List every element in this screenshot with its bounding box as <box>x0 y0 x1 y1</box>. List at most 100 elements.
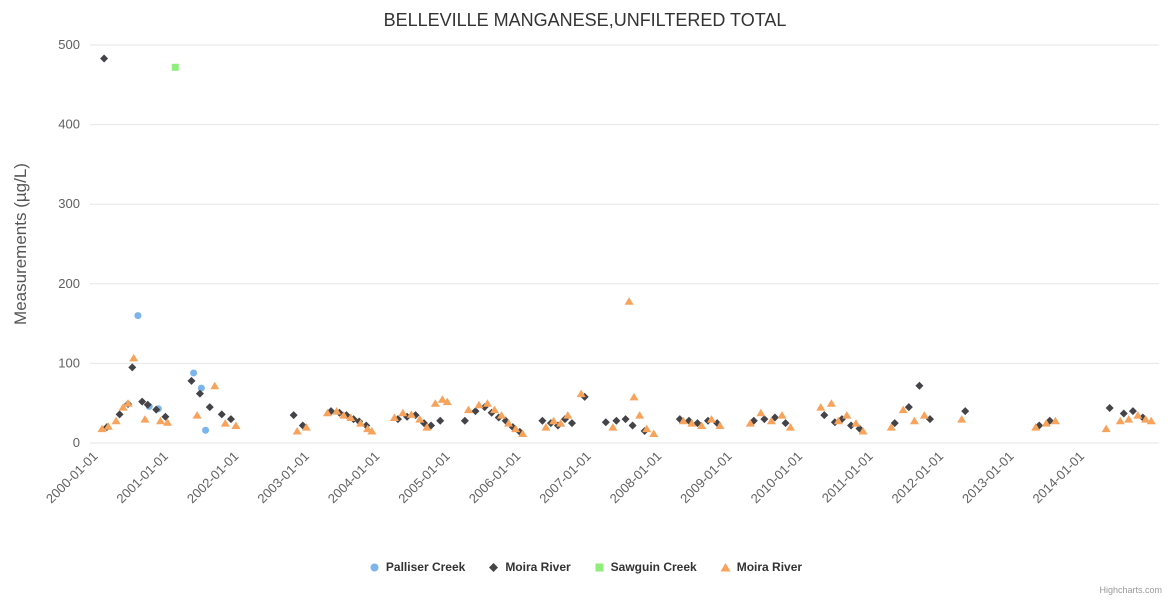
data-point[interactable] <box>785 423 795 431</box>
data-point[interactable] <box>766 416 776 425</box>
data-point[interactable] <box>1105 403 1114 412</box>
data-point[interactable] <box>430 399 440 407</box>
data-point[interactable] <box>129 353 139 362</box>
data-point[interactable] <box>890 419 899 428</box>
data-point[interactable] <box>851 419 861 427</box>
data-point[interactable] <box>687 419 697 427</box>
data-point[interactable] <box>556 419 566 427</box>
data-point[interactable] <box>118 403 128 411</box>
data-point[interactable] <box>406 410 416 418</box>
data-point[interactable] <box>171 63 179 71</box>
data-point[interactable] <box>1128 407 1137 416</box>
data-point[interactable] <box>563 411 573 419</box>
data-point[interactable] <box>152 405 161 414</box>
data-point[interactable] <box>442 397 452 406</box>
data-point[interactable] <box>301 423 311 431</box>
data-point[interactable] <box>781 419 790 428</box>
data-point[interactable] <box>898 405 908 414</box>
data-point[interactable] <box>205 403 214 412</box>
data-point[interactable] <box>635 411 645 419</box>
data-point[interactable] <box>909 416 919 425</box>
data-point[interactable] <box>422 423 432 431</box>
data-point[interactable] <box>1119 409 1128 418</box>
data-point[interactable] <box>538 416 547 425</box>
legend-item-palliser-creek-0[interactable]: Palliser Creek <box>368 560 465 574</box>
data-point[interactable] <box>123 399 133 407</box>
data-point[interactable] <box>356 419 366 427</box>
data-point[interactable] <box>463 405 473 414</box>
data-point[interactable] <box>1031 423 1041 431</box>
data-point[interactable] <box>217 410 226 419</box>
data-point[interactable] <box>437 395 447 403</box>
data-point[interactable] <box>756 408 766 417</box>
data-point[interactable] <box>138 397 147 406</box>
data-point[interactable] <box>511 424 521 433</box>
data-point[interactable] <box>541 423 551 431</box>
data-point[interactable] <box>497 411 507 419</box>
data-point[interactable] <box>195 389 204 398</box>
data-point[interactable] <box>697 421 707 429</box>
data-point[interactable] <box>624 297 634 305</box>
data-point[interactable] <box>1141 415 1151 423</box>
data-point[interactable] <box>436 416 445 425</box>
data-point[interactable] <box>847 421 856 430</box>
legend-item-moira-river-1[interactable]: Moira River <box>487 560 571 574</box>
data-point[interactable] <box>1133 411 1143 419</box>
data-point[interactable] <box>1115 416 1125 425</box>
data-point[interactable] <box>1146 416 1156 425</box>
data-point[interactable] <box>715 421 725 429</box>
data-point[interactable] <box>163 418 173 426</box>
data-point[interactable] <box>187 376 196 385</box>
data-point[interactable] <box>460 416 469 425</box>
data-point[interactable] <box>621 415 630 424</box>
data-point[interactable] <box>886 423 896 431</box>
data-point[interactable] <box>707 415 717 423</box>
data-point[interactable] <box>919 411 929 419</box>
data-point[interactable] <box>833 416 843 425</box>
data-point[interactable] <box>100 54 109 63</box>
data-point[interactable] <box>693 419 702 428</box>
data-point[interactable] <box>745 419 755 427</box>
credits-link[interactable]: Highcharts.com <box>1099 585 1162 595</box>
legend-item-moira-river-3[interactable]: Moira River <box>719 560 802 574</box>
data-point[interactable] <box>842 411 852 419</box>
data-point[interactable] <box>601 418 610 427</box>
data-point[interactable] <box>816 403 826 411</box>
data-point[interactable] <box>111 416 121 425</box>
data-point[interactable] <box>858 427 868 435</box>
data-point[interactable] <box>608 423 618 431</box>
data-point[interactable] <box>192 411 202 419</box>
data-point[interactable] <box>1124 415 1134 423</box>
data-point[interactable] <box>332 407 342 415</box>
data-point[interactable] <box>97 424 107 433</box>
data-point[interactable] <box>134 312 142 320</box>
data-point[interactable] <box>220 419 230 427</box>
data-point[interactable] <box>760 415 769 424</box>
data-point[interactable] <box>398 408 408 417</box>
data-point[interactable] <box>143 400 152 409</box>
data-point[interactable] <box>1041 419 1051 427</box>
data-point[interactable] <box>777 411 787 419</box>
data-point[interactable] <box>678 416 688 425</box>
data-point[interactable] <box>115 410 124 419</box>
data-point[interactable] <box>367 427 377 435</box>
data-point[interactable] <box>140 415 150 423</box>
data-point[interactable] <box>826 399 836 407</box>
data-point[interactable] <box>915 381 924 390</box>
data-point[interactable] <box>389 413 399 422</box>
data-point[interactable] <box>629 392 639 401</box>
data-point[interactable] <box>482 399 492 407</box>
data-point[interactable] <box>820 411 829 420</box>
data-point[interactable] <box>471 407 480 416</box>
data-point[interactable] <box>961 407 970 416</box>
data-point[interactable] <box>649 429 659 437</box>
data-point[interactable] <box>612 416 621 425</box>
data-point[interactable] <box>642 424 652 433</box>
data-point[interactable] <box>957 415 967 423</box>
data-point[interactable] <box>197 384 205 392</box>
data-point[interactable] <box>576 389 586 398</box>
data-point[interactable] <box>322 408 332 417</box>
data-point[interactable] <box>568 419 577 428</box>
legend-item-sawguin-creek-2[interactable]: Sawguin Creek <box>593 560 697 574</box>
data-point[interactable] <box>415 415 425 423</box>
